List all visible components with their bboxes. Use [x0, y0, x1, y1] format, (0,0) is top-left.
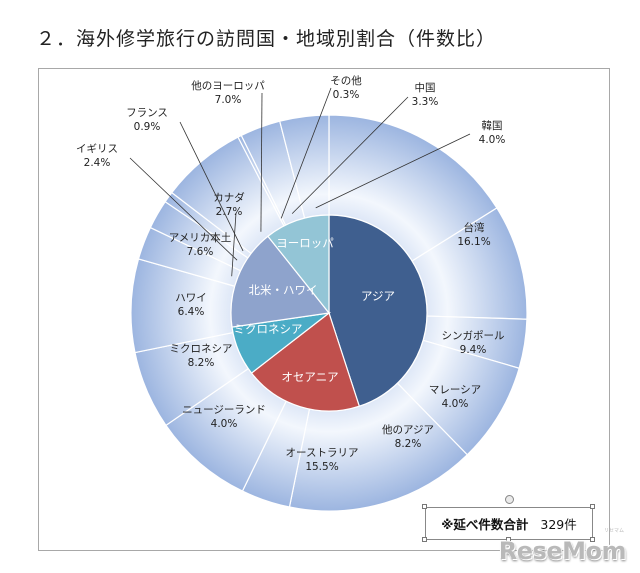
outer-label-name-8: アメリカ本土	[169, 231, 231, 244]
outer-label-name-3: 他のアジア	[382, 423, 434, 436]
outer-label-value-9: 2.7%	[216, 206, 243, 218]
brand-logo: ReseMom	[498, 537, 627, 565]
rotate-handle[interactable]	[505, 495, 514, 504]
resize-handle[interactable]	[506, 537, 511, 542]
outer-label-name-5: ニュージーランド	[182, 404, 266, 416]
outer-label-value-7: 6.4%	[178, 306, 205, 318]
outer-label-name-2: マレーシア	[429, 384, 481, 396]
outer-label-value-3: 8.2%	[395, 438, 422, 450]
resize-handle[interactable]	[590, 537, 595, 542]
outer-label-name-1: シンガポール	[442, 330, 505, 342]
outer-label-value-14: 3.3%	[412, 96, 439, 108]
inner-slice-asia	[328, 214, 428, 407]
total-count-label: ※延べ件数合計	[441, 517, 529, 532]
inner-label-asia: アジア	[361, 289, 395, 303]
inner-slice-oceania	[250, 312, 361, 412]
outer-label-name-9: カナダ	[213, 191, 245, 204]
leader-line-9	[231, 212, 237, 277]
outer-label-name-14: 中国	[415, 81, 436, 94]
leader-line-14	[291, 96, 409, 214]
outer-label-name-7: ハワイ	[175, 292, 207, 304]
outer-label-value-8: 7.6%	[187, 246, 214, 258]
outer-label-name-12: 他のヨーロッパ	[191, 79, 265, 92]
outer-label-value-15: 4.0%	[479, 134, 506, 146]
inner-label-northamerica: 北米・ハワイ	[249, 283, 318, 297]
outer-label-value-2: 4.0%	[442, 398, 469, 410]
outer-label-value-1: 9.4%	[460, 344, 487, 356]
outer-label-name-15: 韓国	[482, 120, 503, 132]
outer-label-value-5: 4.0%	[211, 418, 238, 430]
outer-label-name-0: 台湾	[464, 221, 485, 234]
leader-line-10	[129, 157, 238, 261]
inner-slice-northamerica	[230, 235, 331, 328]
leader-line-11	[179, 121, 244, 252]
outer-label-value-6: 8.2%	[188, 357, 215, 369]
brand-sub-text: リセマム	[603, 528, 624, 534]
outer-label-name-13: その他	[330, 74, 362, 87]
outer-label-value-0: 16.1%	[457, 236, 490, 248]
leader-line-15	[315, 133, 471, 209]
outer-label-value-11: 0.9%	[134, 121, 161, 133]
inner-label-micronesia: ミクロネシア	[234, 322, 303, 336]
leader-line-13	[280, 87, 332, 219]
inner-label-europe: ヨーロッパ	[276, 236, 334, 250]
inner-pie	[230, 214, 428, 412]
outer-label-name-10: イギリス	[76, 143, 118, 155]
inner-label-oceania: オセアニア	[281, 370, 338, 384]
leader-line-12	[260, 92, 263, 232]
resize-handle[interactable]	[422, 537, 427, 542]
outer-label-value-10: 2.4%	[84, 157, 111, 169]
total-count-value: 329件	[540, 517, 577, 532]
outer-label-name-11: フランス	[126, 107, 168, 119]
resize-handle[interactable]	[422, 504, 427, 509]
inner-slice-europe	[267, 214, 330, 315]
page-title: ２．海外修学旅行の訪問国・地域別割合（件数比）	[36, 28, 497, 50]
resize-handle[interactable]	[590, 504, 595, 509]
callout-leaders	[129, 87, 471, 277]
outer-label-value-13: 0.3%	[333, 89, 360, 101]
outer-label-name-6: ミクロネシア	[170, 343, 233, 355]
outer-label-name-4: オーストラリア	[286, 447, 359, 459]
outer-label-value-4: 15.5%	[305, 461, 338, 473]
outer-label-value-12: 7.0%	[215, 94, 242, 106]
total-count-box[interactable]: ※延べ件数合計 329件	[425, 507, 593, 540]
